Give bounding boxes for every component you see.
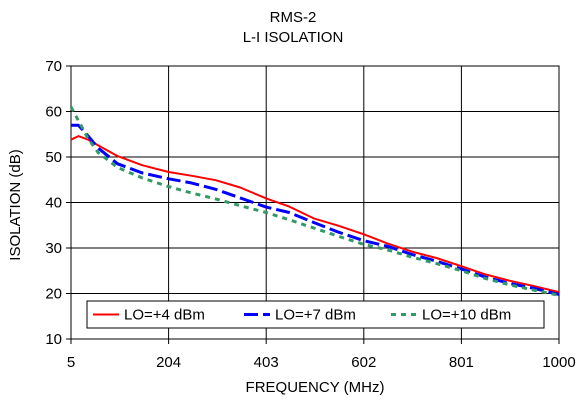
legend-entry: LO=+4 dBm [124, 307, 205, 324]
x-tick-label: 602 [351, 354, 376, 371]
legend-entry: LO=+7 dBm [275, 307, 356, 324]
series-line [71, 123, 560, 296]
y-tick-label: 50 [45, 149, 62, 166]
tick-labels: 10 20 30 40 50 60 70 5 204 403 602 801 1000 [45, 58, 575, 371]
y-tick-label: 60 [45, 104, 62, 121]
y-tick-label: 70 [45, 58, 62, 75]
x-tick-label: 801 [449, 354, 474, 371]
chart-subtitle: L-I ISOLATION [243, 29, 344, 46]
series-line [69, 106, 560, 297]
legend: LO=+4 dBm LO=+7 dBm LO=+10 dBm [86, 300, 545, 329]
x-tick-label: 403 [254, 354, 279, 371]
y-tick-label: 30 [45, 240, 62, 257]
y-tick-label: 10 [45, 331, 62, 348]
series-line [70, 135, 560, 294]
series-lines [69, 106, 560, 297]
y-axis-label: ISOLATION (dB) [7, 149, 24, 260]
x-tick-label: 204 [156, 354, 181, 371]
y-tick-label: 20 [45, 286, 62, 303]
legend-box [86, 300, 545, 329]
x-tick-label: 1000 [542, 354, 575, 371]
y-tick-label: 40 [45, 195, 62, 212]
chart-title: RMS-2 [270, 9, 317, 26]
grid [70, 65, 560, 340]
x-axis-label: FREQUENCY (MHz) [246, 379, 385, 396]
x-tick-label: 5 [67, 354, 75, 371]
legend-entry: LO=+10 dBm [422, 307, 511, 324]
